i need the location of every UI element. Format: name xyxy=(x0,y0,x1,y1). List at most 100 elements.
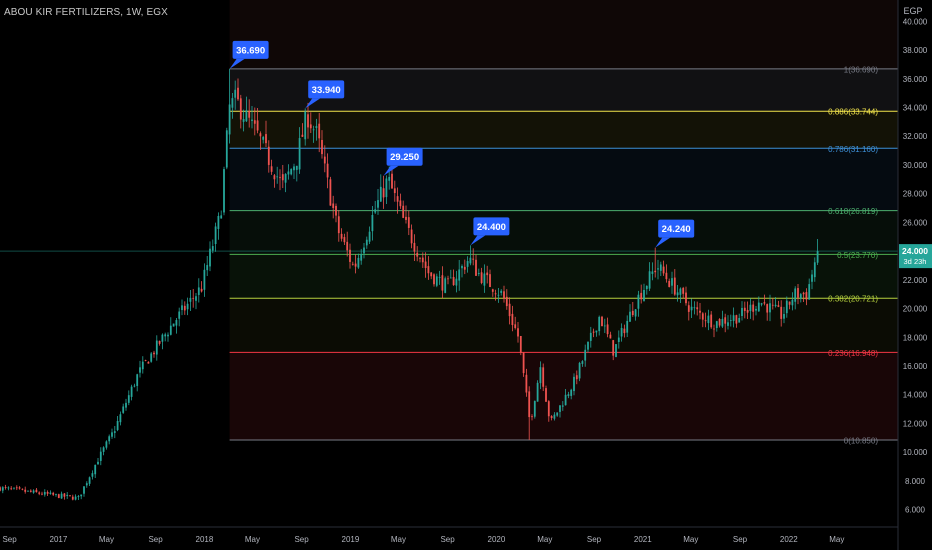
candle-body xyxy=(673,277,676,295)
callout-box xyxy=(473,217,510,236)
candle-body xyxy=(623,328,626,334)
candle-body xyxy=(133,385,136,387)
candle-body xyxy=(15,487,18,489)
candle-body xyxy=(718,318,721,326)
fib-levels: 1(36.690) 0.886(33.744) 0.786(31.160) 0.618… xyxy=(0,65,898,445)
candle-body xyxy=(119,414,122,423)
candle-body xyxy=(91,473,94,477)
candle-body xyxy=(276,176,279,178)
price-tick-label: 32.000 xyxy=(903,132,928,141)
price-tick-label: 40.000 xyxy=(903,17,928,26)
candle-body xyxy=(769,303,771,313)
candle-body xyxy=(732,315,735,321)
candle-body xyxy=(340,233,343,239)
candle-body xyxy=(612,340,615,356)
candle-body xyxy=(1,487,4,491)
candle-body xyxy=(752,304,755,312)
time-tick-label: 2022 xyxy=(780,535,798,544)
candle-body xyxy=(536,382,539,402)
candle-body xyxy=(771,304,774,306)
candle-body xyxy=(175,320,178,326)
candle-body xyxy=(186,303,189,310)
price-tick-label: 10.000 xyxy=(903,448,928,457)
candle-body xyxy=(654,270,657,273)
candle-body xyxy=(424,261,427,268)
candle-body xyxy=(181,305,183,311)
candle-body xyxy=(144,360,147,361)
callout-pointer xyxy=(383,165,399,176)
candle-body xyxy=(685,292,687,304)
candle-body xyxy=(410,229,413,244)
candle-body xyxy=(290,169,293,175)
candle-body xyxy=(164,334,167,337)
candle-body xyxy=(724,317,727,324)
candle-body xyxy=(494,293,497,295)
candle-body xyxy=(10,488,13,490)
candle-body xyxy=(489,274,491,288)
candle-body xyxy=(55,494,57,495)
candle-body xyxy=(99,451,102,461)
candle-body xyxy=(38,492,41,494)
candle-body xyxy=(598,316,601,332)
candle-body xyxy=(279,177,281,179)
last-price-tag xyxy=(899,244,932,269)
fib-label: 0.886(33.744) xyxy=(828,108,878,117)
candle-body xyxy=(94,464,97,475)
fib-label: 0.5(23.770) xyxy=(837,251,878,260)
candle-body xyxy=(662,266,665,274)
callout-pointer xyxy=(655,237,671,248)
callout-label: 29.250 xyxy=(390,152,419,163)
peak-callout: 24.240 xyxy=(655,219,695,248)
candle-body xyxy=(645,285,648,290)
candle-body xyxy=(402,205,405,218)
candle-body xyxy=(545,388,547,402)
time-tick-label: May xyxy=(829,535,844,544)
candle-body xyxy=(634,309,637,317)
fib-bands xyxy=(229,0,899,440)
candle-body xyxy=(284,173,287,183)
candle-body xyxy=(122,406,125,413)
callout-box xyxy=(308,80,345,99)
candle-body xyxy=(578,362,581,379)
time-tick-label: Sep xyxy=(2,535,17,544)
candle-body xyxy=(629,311,631,322)
candle-body xyxy=(256,120,259,131)
candle-body xyxy=(433,274,435,285)
candle-body xyxy=(197,287,200,295)
candle-body xyxy=(139,367,141,373)
time-tick-label: Sep xyxy=(440,535,455,544)
candle-body xyxy=(690,306,693,311)
candle-body xyxy=(127,395,130,403)
candle-body xyxy=(713,328,715,330)
candle-body xyxy=(455,278,458,286)
candle-body xyxy=(505,296,508,307)
candle-body xyxy=(71,496,74,500)
callout-pointer xyxy=(229,58,245,69)
candle-body xyxy=(469,257,472,264)
fib-label: 1(36.690) xyxy=(844,65,879,74)
candle-body xyxy=(729,320,732,321)
candle-body xyxy=(657,268,659,270)
candle-body xyxy=(111,432,113,437)
candle-body xyxy=(7,487,10,489)
price-axis[interactable]: 6.000 8.000 10.000 12.000 14.000 16.000 18.000… xyxy=(903,17,928,514)
price-tick-label: 20.000 xyxy=(903,305,928,314)
candle-body xyxy=(727,322,729,326)
candle-body xyxy=(648,271,651,289)
time-tick-label: 2019 xyxy=(342,535,360,544)
candle-body xyxy=(794,288,797,302)
candle-body xyxy=(371,214,374,232)
candle-body xyxy=(35,489,38,493)
candle-body xyxy=(267,146,270,165)
candle-body xyxy=(615,344,617,357)
candle-body xyxy=(643,289,645,301)
candle-body xyxy=(601,316,603,327)
time-tick-label: May xyxy=(99,535,114,544)
callout-pointer xyxy=(305,98,321,109)
candle-body xyxy=(108,436,111,442)
candle-body xyxy=(77,496,80,498)
candle-body xyxy=(676,292,679,296)
time-axis[interactable]: Sep 2017 May Sep 2018 May Sep 2019 May Sep 2020 May… xyxy=(2,535,844,544)
candle-body xyxy=(57,494,60,498)
